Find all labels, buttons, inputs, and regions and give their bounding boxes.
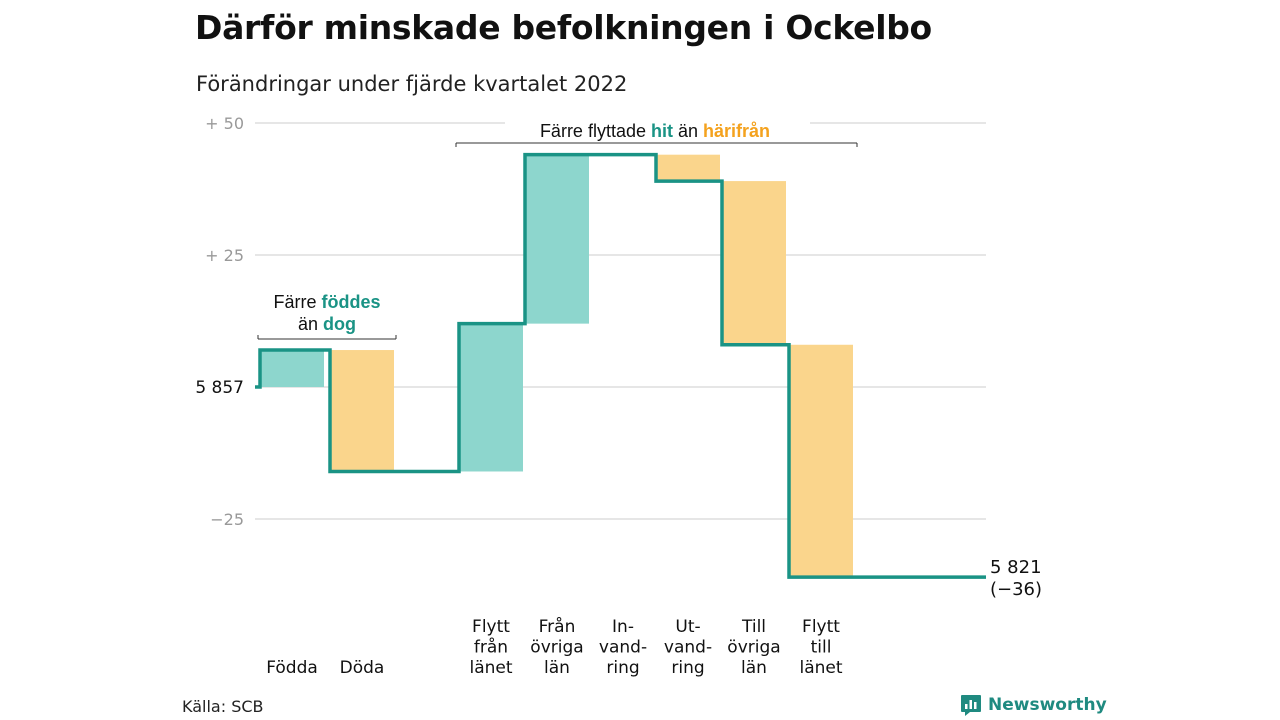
category-label: vand- — [664, 638, 712, 658]
category-label: från — [474, 637, 508, 658]
end-value-label: 5 821 — [990, 557, 1042, 578]
category-label: län — [741, 658, 767, 678]
cumulative-line: 5 821(−36) — [255, 152, 1042, 600]
y-tick-label: + 25 — [205, 246, 244, 265]
category-label: Till — [741, 617, 766, 637]
category-label: övriga — [727, 638, 780, 658]
category-label: Flytt — [472, 617, 510, 637]
annotation-line: Färre föddes — [273, 292, 380, 312]
bar — [260, 350, 324, 387]
category-label: Flytt — [802, 617, 840, 637]
bar — [459, 323, 523, 472]
bar — [525, 154, 589, 324]
bar — [330, 350, 394, 472]
y-tick-label: + 50 — [205, 114, 244, 133]
bar — [722, 181, 786, 345]
category-label: län — [544, 658, 570, 678]
category-label: Födda — [266, 658, 318, 678]
annotation-line: än dog — [298, 314, 356, 334]
category-label: Från — [539, 616, 576, 637]
brand-name: Newsworthy — [988, 695, 1107, 715]
cumulative-path — [255, 152, 986, 579]
category-labels: Födda DödaFlyttfrånlänetFrånövrigalänIn-v… — [266, 616, 843, 678]
chart-subtitle: Förändringar under fjärde kvartalet 2022 — [196, 72, 628, 96]
category-label: Ut- — [675, 617, 700, 637]
category-label: övriga — [530, 638, 583, 658]
chart-title: Därför minskade befolkningen i Ockelbo — [195, 8, 932, 47]
category-label: länet — [469, 658, 512, 678]
start-value-label: 5 857 — [195, 378, 244, 398]
brand-logo[interactable]: Newsworthy — [960, 693, 1107, 717]
end-change-label: (−36) — [990, 579, 1042, 600]
category-label: ring — [606, 658, 639, 678]
category-label: vand- — [599, 638, 647, 658]
gridlines: + 50 + 25 −25 5 857 — [195, 114, 986, 529]
category-label: länet — [799, 658, 842, 678]
annotation-line: Färre flyttade hit än härifrån — [540, 121, 770, 141]
category-label: In- — [612, 617, 634, 637]
source-note: Källa: SCB — [182, 697, 264, 716]
category-label: ring — [671, 658, 704, 678]
bar — [789, 344, 853, 578]
newsworthy-logo-icon — [961, 695, 981, 716]
y-tick-label: −25 — [210, 510, 244, 529]
category-label: till — [811, 638, 832, 658]
bar — [656, 154, 720, 182]
category-label: Döda — [340, 658, 385, 678]
bars — [260, 154, 853, 578]
annotation-background — [505, 117, 810, 141]
